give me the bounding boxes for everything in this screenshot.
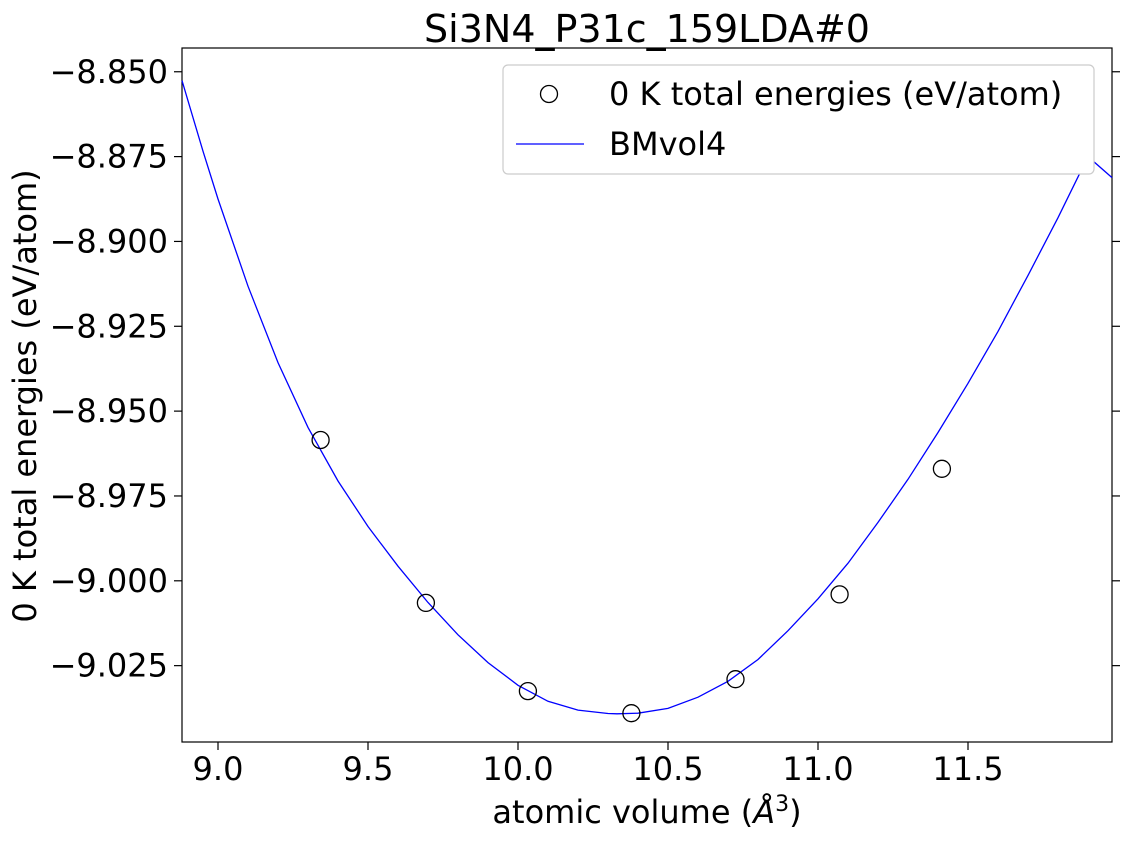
data-point xyxy=(518,681,538,701)
y-tick-label: −8.850 xyxy=(50,53,168,91)
y-tick-label: −8.900 xyxy=(50,222,168,260)
x-tick-label: 10.5 xyxy=(632,750,703,788)
y-tick-label: −9.000 xyxy=(50,562,168,600)
x-axis-label-superscript: 3 xyxy=(775,792,789,817)
data-point xyxy=(416,593,436,613)
data-point xyxy=(830,585,849,604)
legend-label-line: BMvol4 xyxy=(609,125,726,163)
legend-label-scatter: 0 K total energies (eV/atom) xyxy=(609,75,1062,113)
data-points-layer xyxy=(311,430,952,723)
y-tick-label: −8.950 xyxy=(50,392,168,430)
y-tick-label: −8.875 xyxy=(50,138,168,176)
x-axis-label-close: ) xyxy=(789,793,801,831)
x-axis-ticks: 9.0 9.5 10.0 10.5 11.0 11.5 xyxy=(193,742,1004,788)
x-tick-label: 10.0 xyxy=(482,750,553,788)
x-axis-label-text: atomic volume ( xyxy=(492,793,753,831)
legend-frame xyxy=(502,64,1095,175)
data-point xyxy=(726,670,745,689)
legend: 0 K total energies (eV/atom) BMvol4 xyxy=(502,64,1095,175)
y-axis-label: 0 K total energies (eV/atom) xyxy=(6,169,44,622)
x-tick-label: 9.5 xyxy=(343,750,394,788)
chart-title: Si3N4_P31c_159LDA#0 xyxy=(424,7,870,51)
y-tick-label: −8.925 xyxy=(50,307,168,345)
data-point xyxy=(622,704,641,723)
axes-frame xyxy=(181,47,1113,743)
x-tick-label: 11.0 xyxy=(782,750,853,788)
fit-curve-layer xyxy=(181,80,1113,715)
x-tick-label: 11.5 xyxy=(932,750,1003,788)
y-tick-label: −9.025 xyxy=(50,647,168,685)
x-axis-label-unit: Å xyxy=(751,793,775,831)
x-axis-label: atomic volume (Å3) xyxy=(492,792,801,831)
legend-marker-scatter xyxy=(539,84,559,104)
y-tick-label: −8.975 xyxy=(50,477,168,515)
y-axis-ticks: −8.850 −8.875 −8.900 −8.925 −8.950 −8.975 −9.0… xyxy=(50,53,1120,685)
data-point xyxy=(311,430,330,450)
x-tick-label: 9.0 xyxy=(193,750,244,788)
data-point xyxy=(932,459,952,478)
plot-area: 9.0 9.5 10.0 10.5 11.0 11.5 −8.850 −8.875 −8.90… xyxy=(50,47,1120,788)
fit-curve-bmvol4 xyxy=(181,80,1113,715)
